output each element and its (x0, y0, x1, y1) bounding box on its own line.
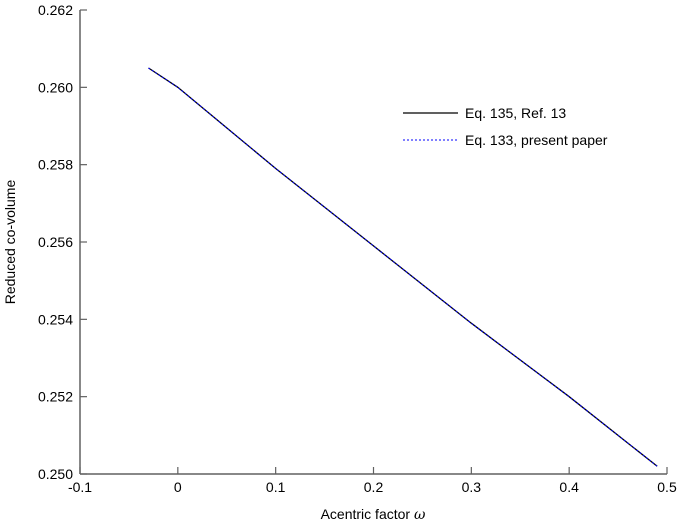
x-tick-label: 0 (174, 479, 182, 495)
y-tick-label: 0.260 (38, 79, 73, 95)
x-tick-label: 0.1 (266, 479, 286, 495)
legend: Eq. 135, Ref. 13 Eq. 133, present paper (403, 105, 608, 148)
y-tick-label: 0.258 (38, 157, 73, 173)
x-tick-label: 0.3 (462, 479, 482, 495)
legend-label-1: Eq. 135, Ref. 13 (465, 105, 566, 121)
y-tick-label: 0.262 (38, 2, 73, 18)
y-tick-label: 0.254 (38, 311, 73, 327)
x-tick-label: 0.2 (364, 479, 384, 495)
y-tick-label: 0.250 (38, 466, 73, 482)
y-tick-label: 0.256 (38, 234, 73, 250)
x-axis-label: Acentric factor ω (321, 506, 426, 523)
x-tick-label: -0.1 (68, 479, 92, 495)
series-line-1 (148, 67, 658, 467)
legend-label-2: Eq. 133, present paper (465, 132, 608, 148)
series-line-2 (148, 67, 658, 467)
x-tick-label: 0.4 (559, 479, 579, 495)
y-axis-label: Reduced co-volume (2, 180, 18, 305)
x-tick-label: 0.5 (657, 479, 677, 495)
y-axis-ticks: 0.250 0.252 0.254 0.256 0.258 0.260 0.262 (38, 2, 87, 482)
data-series (148, 67, 658, 467)
x-axis-ticks: -0.1 0 0.1 0.2 0.3 0.4 0.5 (68, 467, 677, 495)
y-tick-label: 0.252 (38, 389, 73, 405)
